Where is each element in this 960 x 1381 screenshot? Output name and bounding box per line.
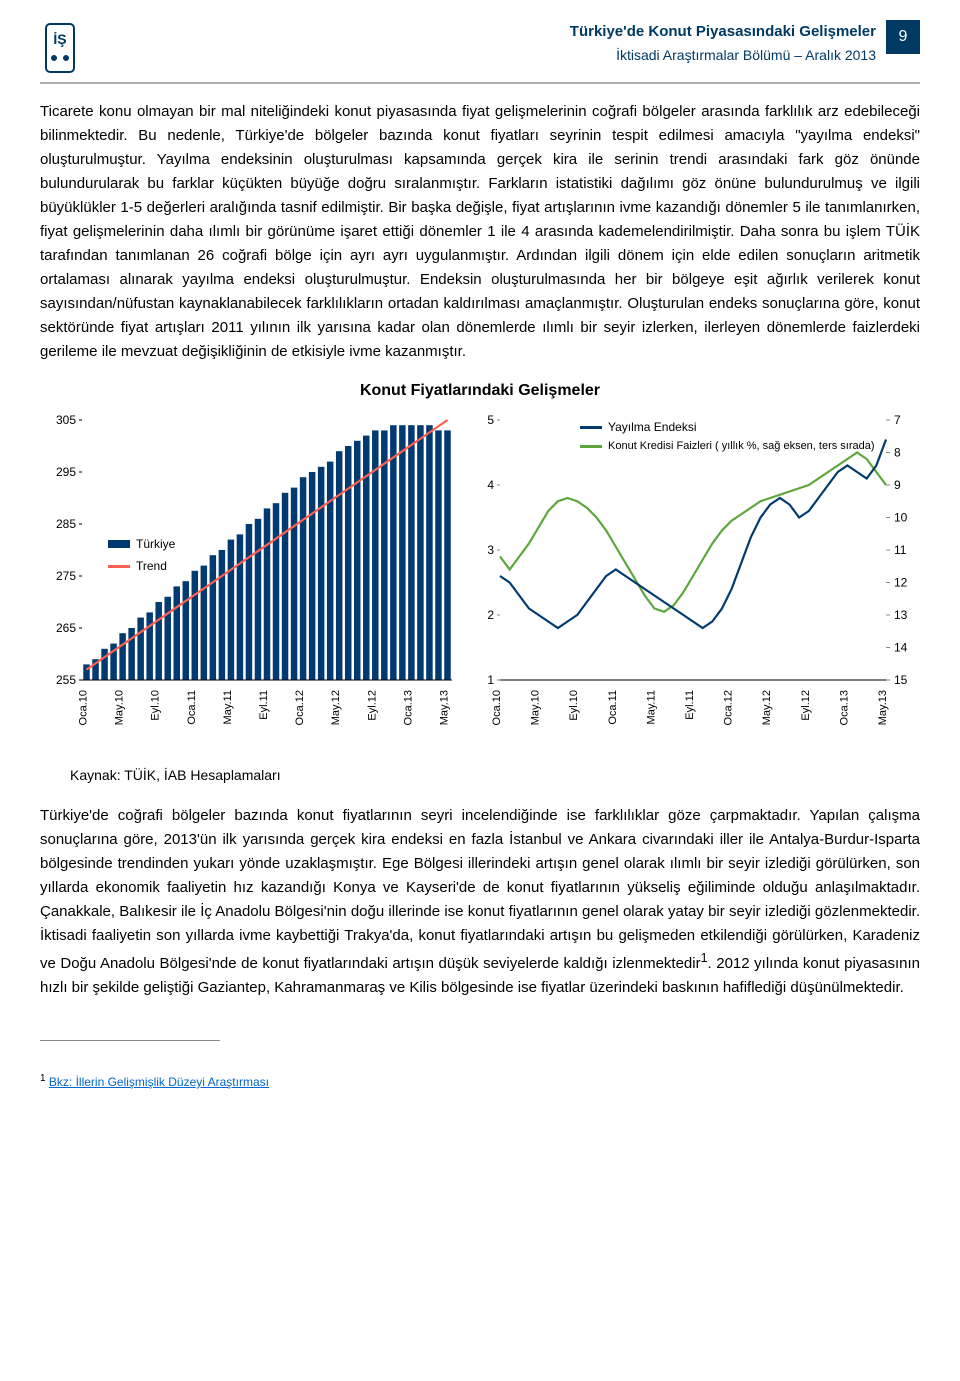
svg-text:7: 7 xyxy=(894,413,901,427)
svg-text:May.13: May.13 xyxy=(438,690,450,725)
left-legend: Türkiye Trend xyxy=(108,535,175,579)
svg-text:May.12: May.12 xyxy=(330,690,342,725)
svg-text:255: 255 xyxy=(56,673,76,687)
right-chart: 12345789101112131415Oca.10May.10Eyl.10Oc… xyxy=(470,410,920,750)
svg-text:May.10: May.10 xyxy=(114,690,126,725)
svg-text:Oca.11: Oca.11 xyxy=(607,690,619,725)
svg-text:Oca.10: Oca.10 xyxy=(491,690,503,725)
svg-text:Eyl.12: Eyl.12 xyxy=(366,690,378,721)
left-chart: 255 265 275 285 295 305 Oca.10 May.10 Eyl.10 Oca.… xyxy=(40,410,460,750)
svg-text:15: 15 xyxy=(894,673,908,687)
svg-text:Oca.12: Oca.12 xyxy=(294,690,306,725)
legend-line-label: Trend xyxy=(136,557,167,576)
svg-text:Oca.11: Oca.11 xyxy=(186,690,198,725)
paragraph-1: Ticarete konu olmayan bir mal niteliğind… xyxy=(40,100,920,364)
page-header: İŞ Türkiye'de Konut Piyasasındaki Gelişm… xyxy=(40,20,920,84)
svg-text:May.11: May.11 xyxy=(645,690,657,724)
svg-text:5: 5 xyxy=(487,413,494,427)
paragraph-2: Türkiye'de coğrafi bölgeler bazında konu… xyxy=(40,804,920,1000)
svg-text:4: 4 xyxy=(487,478,494,492)
svg-text:Oca.13: Oca.13 xyxy=(838,690,850,725)
legend-blue-label: Yayılma Endeksi xyxy=(608,418,696,437)
svg-text:285: 285 xyxy=(56,517,76,531)
svg-text:11: 11 xyxy=(894,543,907,557)
svg-text:Eyl.10: Eyl.10 xyxy=(568,690,580,721)
charts-container: 255265275285295305Oca.10May.10Eyl.10Oca.… xyxy=(40,410,920,750)
header-subtitle: İktisadi Araştırmalar Bölümü – Aralık 20… xyxy=(80,44,876,66)
svg-text:Oca.12: Oca.12 xyxy=(723,690,735,725)
svg-text:2: 2 xyxy=(487,608,494,622)
svg-text:May.11: May.11 xyxy=(222,690,234,724)
svg-text:Eyl.11: Eyl.11 xyxy=(258,690,270,720)
svg-text:Oca.13: Oca.13 xyxy=(402,690,414,725)
svg-text:İŞ: İŞ xyxy=(53,31,66,47)
chart-source: Kaynak: TÜİK, İAB Hesaplamaları xyxy=(70,764,920,786)
svg-text:Eyl.11: Eyl.11 xyxy=(684,690,696,720)
legend-green-label: Konut Kredisi Faizleri ( yıllık %, sağ e… xyxy=(608,440,875,453)
svg-text:Eyl.10: Eyl.10 xyxy=(150,690,162,721)
paragraph-2-main: Türkiye'de coğrafi bölgeler bazında konu… xyxy=(40,807,920,972)
footnote-num: 1 xyxy=(40,1073,46,1084)
svg-text:295: 295 xyxy=(56,465,76,479)
svg-text:9: 9 xyxy=(894,478,901,492)
svg-text:265: 265 xyxy=(56,621,76,635)
svg-text:1: 1 xyxy=(487,673,494,687)
svg-text:May.13: May.13 xyxy=(877,690,889,725)
svg-text:3: 3 xyxy=(487,543,494,557)
svg-text:May.10: May.10 xyxy=(530,690,542,725)
footnote: 1 Bkz: İllerin Gelişmişlik Düzeyi Araştı… xyxy=(40,1071,920,1092)
page-number: 9 xyxy=(886,20,920,54)
svg-text:10: 10 xyxy=(894,510,908,524)
footnote-link[interactable]: Bkz: İllerin Gelişmişlik Düzeyi Araştırm… xyxy=(49,1075,269,1089)
svg-text:275: 275 xyxy=(56,569,76,583)
footnote-marker: 1 xyxy=(701,951,708,965)
svg-text:Eyl.12: Eyl.12 xyxy=(800,690,812,721)
svg-text:May.12: May.12 xyxy=(761,690,773,725)
svg-text:12: 12 xyxy=(894,575,908,589)
right-legend: Yayılma Endeksi Konut Kredisi Faizleri (… xyxy=(580,418,880,456)
footnote-rule xyxy=(40,1040,220,1041)
svg-text:13: 13 xyxy=(894,608,908,622)
header-title: Türkiye'de Konut Piyasasındaki Gelişmele… xyxy=(80,20,876,44)
svg-text:8: 8 xyxy=(894,445,901,459)
legend-bar-label: Türkiye xyxy=(136,535,175,554)
svg-text:Oca.10: Oca.10 xyxy=(78,690,90,725)
svg-text:14: 14 xyxy=(894,640,908,654)
svg-text:305: 305 xyxy=(56,413,76,427)
chart-title: Konut Fiyatlarındaki Gelişmeler xyxy=(40,378,920,404)
bank-logo: İŞ xyxy=(40,20,80,76)
